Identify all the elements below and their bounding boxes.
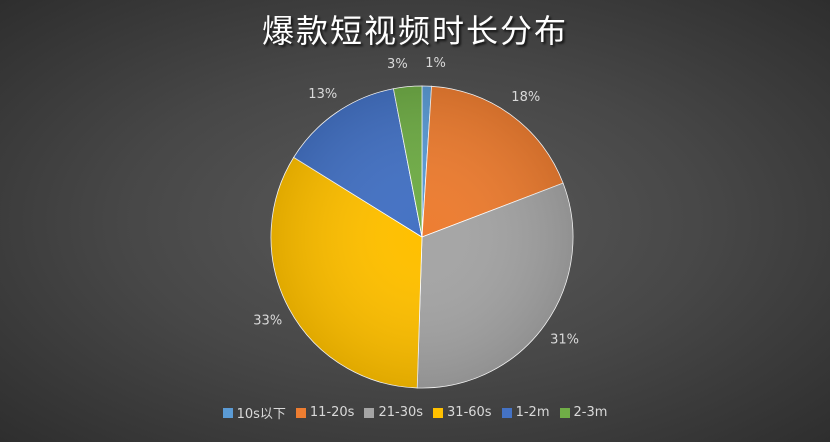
data-label: 31% [550, 333, 579, 348]
data-label: 3% [387, 57, 408, 72]
legend-swatch [364, 407, 375, 418]
legend-swatch [295, 407, 306, 418]
legend-label: 21-30s [378, 405, 424, 420]
legend: 10s以下 11-20s 21-30s 31-60s 1-2m 2-3m [0, 403, 830, 422]
legend-label: 31-60s [447, 405, 492, 420]
legend-label: 1-2m [515, 405, 550, 420]
chart-title: 爆款短视频时长分布 [261, 12, 568, 50]
legend-label: 11-20s [309, 405, 355, 420]
data-label: 33% [253, 314, 282, 329]
legend-label: 2-3m [573, 405, 608, 420]
data-label: 1% [425, 56, 446, 71]
legend-item: 1-2m [501, 403, 550, 422]
legend-item: 21-30s [364, 403, 423, 422]
legend-item: 10s以下 [222, 403, 286, 422]
legend-swatch [501, 407, 512, 418]
legend-item: 31-60s [433, 403, 492, 422]
legend-swatch [222, 407, 233, 418]
data-label: 13% [308, 87, 337, 102]
legend-item: 11-20s [295, 403, 355, 422]
legend-swatch [559, 407, 570, 418]
legend-item: 2-3m [559, 403, 608, 422]
data-label: 18% [511, 90, 540, 105]
legend-label: 10s以下 [236, 407, 286, 422]
legend-swatch [433, 407, 444, 418]
